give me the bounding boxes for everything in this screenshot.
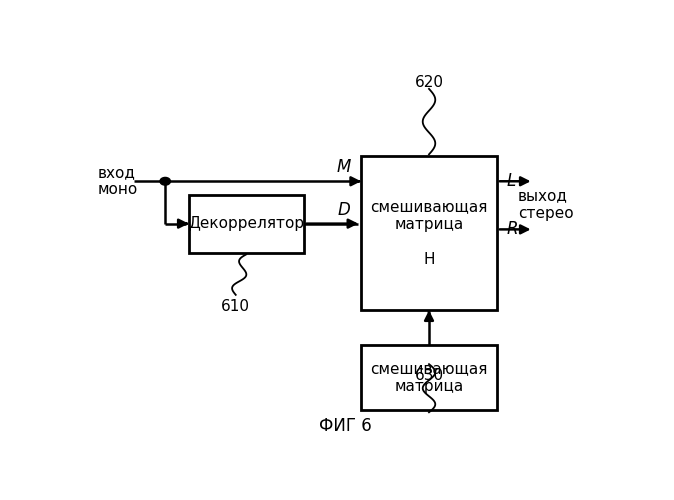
Text: вход
моно: вход моно [97, 165, 137, 198]
Text: D: D [338, 200, 350, 218]
Text: M: M [336, 158, 350, 176]
Text: R: R [506, 220, 518, 238]
Text: 620: 620 [415, 76, 443, 90]
Text: смешивающая
матрица: смешивающая матрица [370, 362, 488, 394]
Circle shape [160, 178, 171, 185]
Text: смешивающая
матрица

H: смешивающая матрица H [370, 200, 488, 267]
Text: выход
стерео: выход стерео [518, 188, 574, 220]
Text: Декоррелятор: Декоррелятор [188, 216, 304, 231]
Text: L: L [506, 172, 516, 190]
Text: ФИГ 6: ФИГ 6 [319, 418, 372, 436]
Bar [361, 156, 497, 310]
Text: 610: 610 [221, 298, 250, 314]
Bar [361, 345, 497, 410]
Text: 630: 630 [415, 368, 443, 383]
Bar [189, 194, 304, 252]
